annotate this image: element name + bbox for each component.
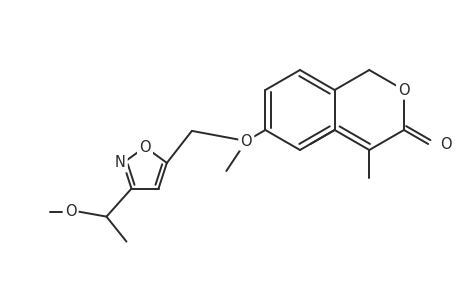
Text: O: O: [240, 134, 252, 148]
Text: O: O: [65, 204, 76, 219]
Text: O: O: [139, 140, 151, 154]
Text: O: O: [397, 82, 409, 98]
Text: N: N: [114, 155, 125, 170]
Text: O: O: [439, 136, 451, 152]
